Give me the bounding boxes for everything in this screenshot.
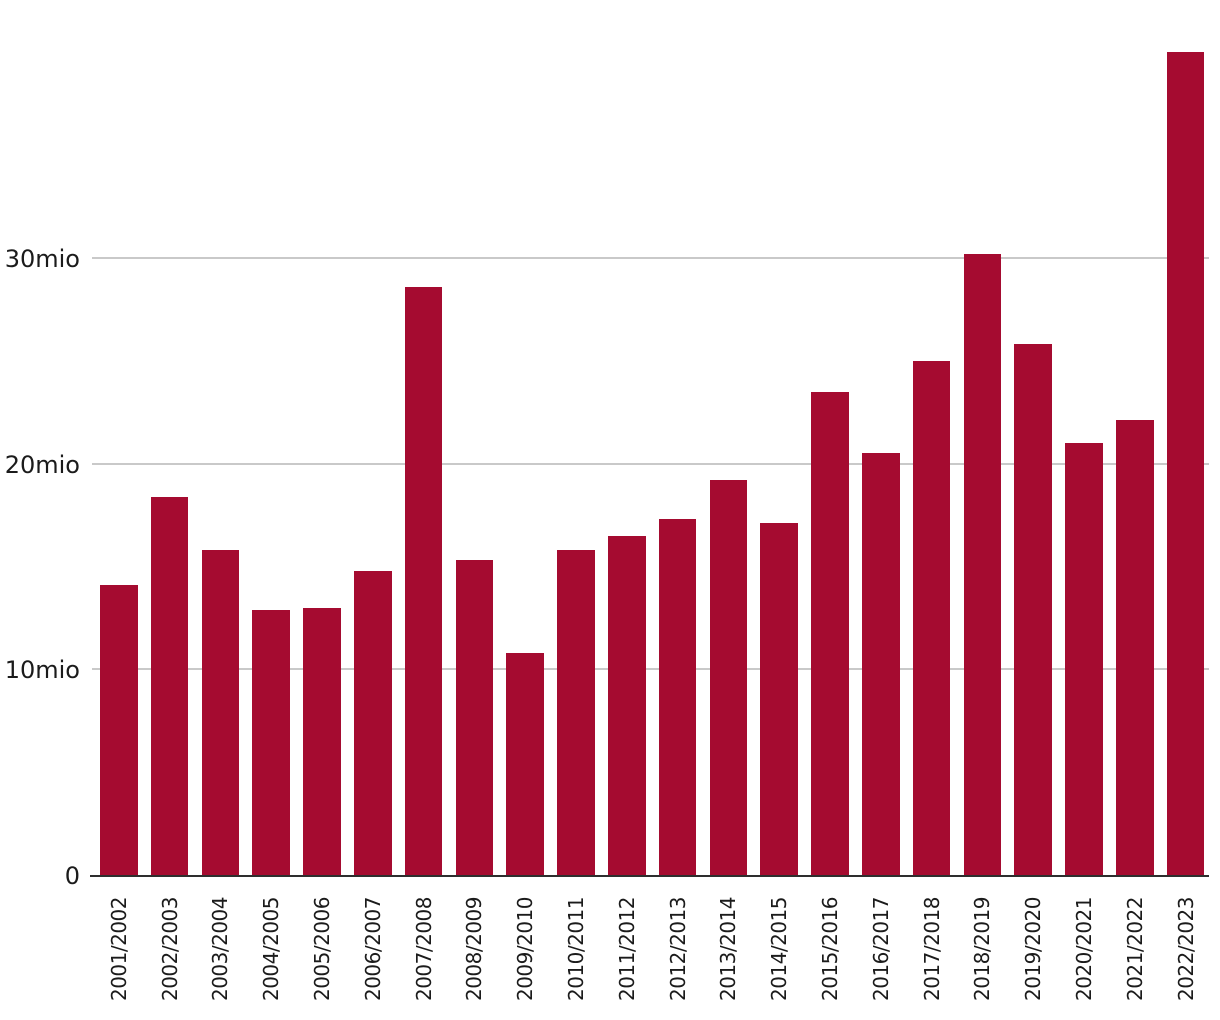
x-tick-label: 2011/2012 xyxy=(614,896,639,1002)
x-tick-label: 2006/2007 xyxy=(360,896,385,1002)
y-tick-label: 10mio xyxy=(4,656,80,685)
bar-2022-2023 xyxy=(1166,52,1205,875)
x-tick-label: 2017/2018 xyxy=(919,896,944,1002)
x-tick-label: 2016/2017 xyxy=(868,896,893,1002)
y-tick-label: 20mio xyxy=(4,450,80,479)
gridline-10mio xyxy=(92,668,1209,671)
bar-2002-2003 xyxy=(150,496,189,875)
x-tick-label: 2022/2023 xyxy=(1173,896,1198,1002)
bar-2014-2015 xyxy=(760,523,798,875)
bar-2011-2012 xyxy=(608,535,646,875)
bar-2008-2009 xyxy=(455,560,494,875)
bar-2010-2011 xyxy=(557,549,595,875)
x-tick-label: 2001/2002 xyxy=(106,896,131,1002)
x-tick-label: 2012/2013 xyxy=(665,896,690,1002)
bar-2004-2005 xyxy=(252,609,290,875)
x-tick-label: 2008/2009 xyxy=(462,896,487,1002)
x-tick-label: 2014/2015 xyxy=(767,896,792,1002)
bar-2018-2019 xyxy=(963,253,1002,875)
x-tick-label: 2020/2021 xyxy=(1071,896,1096,1002)
bar-2009-2010 xyxy=(506,652,544,875)
x-tick-label: 2004/2005 xyxy=(259,896,284,1002)
gridline-20mio xyxy=(92,462,1209,465)
bar-2021-2022 xyxy=(1116,420,1154,875)
bar-2015-2016 xyxy=(811,391,849,875)
bar-2006-2007 xyxy=(354,570,392,875)
bar-2017-2018 xyxy=(912,360,951,875)
bar-2019-2020 xyxy=(1014,344,1052,875)
gridline-30mio xyxy=(92,256,1209,259)
bar-2005-2006 xyxy=(303,607,341,875)
bar-2013-2014 xyxy=(709,480,748,875)
x-tick-label: 2002/2003 xyxy=(157,896,182,1002)
bar-2007-2008 xyxy=(404,286,443,875)
x-tick-label: 2009/2010 xyxy=(513,896,538,1002)
bar-2012-2013 xyxy=(658,519,697,875)
x-tick-label: 2013/2014 xyxy=(716,896,741,1002)
bar-2020-2021 xyxy=(1065,443,1103,875)
x-tick-label: 2005/2006 xyxy=(309,896,334,1002)
x-axis-line xyxy=(90,875,1209,877)
y-tick-label: 30mio xyxy=(4,244,80,273)
x-tick-label: 2007/2008 xyxy=(411,896,436,1002)
x-tick-label: 2003/2004 xyxy=(208,896,233,1002)
x-tick-label: 2010/2011 xyxy=(563,896,588,1002)
y-tick-label: 0 xyxy=(64,862,80,890)
x-tick-label: 2019/2020 xyxy=(1021,896,1046,1002)
x-tick-label: 2018/2019 xyxy=(970,896,995,1002)
x-tick-label: 2021/2022 xyxy=(1122,896,1147,1002)
bar-2001-2002 xyxy=(100,584,138,875)
bar-2016-2017 xyxy=(862,453,900,875)
bar-2003-2004 xyxy=(201,549,240,875)
x-tick-label: 2015/2016 xyxy=(817,896,842,1002)
